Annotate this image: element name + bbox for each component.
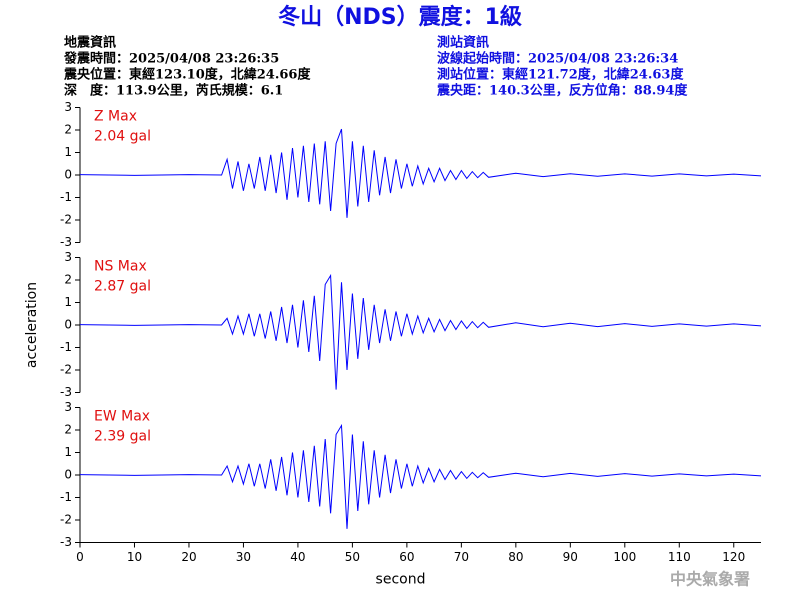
x-tick-label: 60 xyxy=(399,550,414,564)
y-tick-label: -1 xyxy=(60,340,72,354)
y-tick-label: 3 xyxy=(64,400,72,414)
y-tick-label: -1 xyxy=(60,490,72,504)
y-tick-label: 0 xyxy=(64,168,72,182)
y-tick-label: 1 xyxy=(64,145,72,159)
info-line: 震央位置：東經123.10度，北緯24.66度 xyxy=(63,67,311,83)
x-tick-label: 90 xyxy=(563,550,578,564)
info-line: 測站資訊 xyxy=(437,35,489,51)
annotation: EW Max xyxy=(94,409,150,425)
annotation: 2.87 gal xyxy=(94,279,151,295)
x-tick-label: 100 xyxy=(613,550,636,564)
y-tick-label: 1 xyxy=(64,445,72,459)
annotation: NS Max xyxy=(94,259,147,275)
info-line: 波線起始時間：2025/04/08 23:26:34 xyxy=(437,51,678,67)
y-tick-label: -3 xyxy=(60,535,72,549)
x-tick-label: 20 xyxy=(181,550,196,564)
x-tick-label: 30 xyxy=(236,550,251,564)
x-tick-label: 120 xyxy=(722,550,745,564)
x-tick-label: 50 xyxy=(345,550,360,564)
y-tick-label: 0 xyxy=(64,318,72,332)
chart-title: 冬山（NDS）震度：1級 xyxy=(278,4,522,30)
x-tick-label: 70 xyxy=(454,550,469,564)
y-tick-label: 2 xyxy=(64,123,72,137)
y-tick-label: -3 xyxy=(60,235,72,249)
x-tick-label: 110 xyxy=(668,550,691,564)
y-tick-label: -2 xyxy=(60,213,72,227)
info-line: 測站位置：東經121.72度，北緯24.63度 xyxy=(437,67,684,83)
watermark: 中央氣象署 xyxy=(670,570,750,589)
annotation: 2.04 gal xyxy=(94,129,151,145)
y-tick-label: 2 xyxy=(64,273,72,287)
y-axis-label: acceleration xyxy=(24,282,40,368)
x-tick-label: 0 xyxy=(76,550,84,564)
info-line: 震央距：140.3公里，反方位角：88.94度 xyxy=(436,83,688,99)
y-tick-label: 3 xyxy=(64,250,72,264)
y-tick-label: 2 xyxy=(64,423,72,437)
annotation: Z Max xyxy=(94,109,137,125)
y-tick-label: -2 xyxy=(60,513,72,527)
waveform xyxy=(79,273,762,390)
waveform xyxy=(79,423,762,529)
x-tick-label: 40 xyxy=(290,550,305,564)
waveform xyxy=(79,128,762,218)
y-tick-label: -2 xyxy=(60,363,72,377)
y-tick-label: 0 xyxy=(64,468,72,482)
y-tick-label: 1 xyxy=(64,295,72,309)
x-axis-label: second xyxy=(376,572,426,588)
annotation: 2.39 gal xyxy=(94,429,151,445)
y-tick-label: -3 xyxy=(60,385,72,399)
x-tick-label: 10 xyxy=(127,550,142,564)
info-line: 深 度：113.9公里，芮氏規模：6.1 xyxy=(64,83,283,99)
y-tick-label: 3 xyxy=(64,100,72,114)
info-line: 發震時間：2025/04/08 23:26:35 xyxy=(63,51,279,67)
x-tick-label: 80 xyxy=(508,550,523,564)
y-tick-label: -1 xyxy=(60,190,72,204)
info-line: 地震資訊 xyxy=(64,35,116,51)
